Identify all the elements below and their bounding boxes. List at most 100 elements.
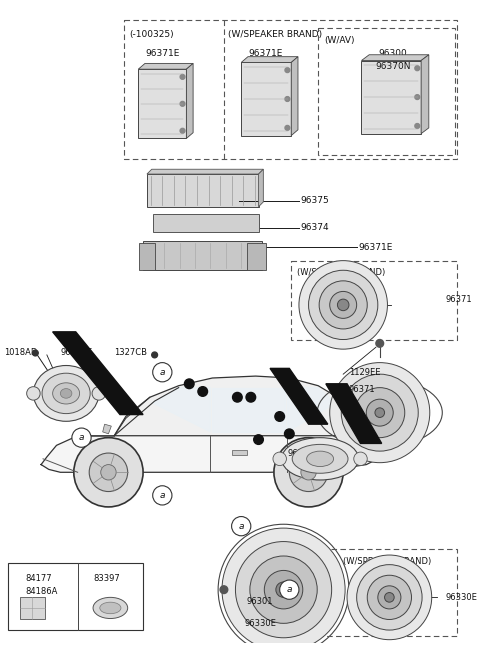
- Bar: [147, 174, 259, 207]
- Circle shape: [254, 435, 264, 444]
- Circle shape: [289, 453, 328, 491]
- Text: 96371E: 96371E: [359, 242, 393, 252]
- Circle shape: [415, 124, 420, 128]
- Circle shape: [222, 528, 345, 651]
- Polygon shape: [291, 57, 298, 136]
- Text: 96371: 96371: [445, 295, 472, 304]
- Text: 96330E: 96330E: [445, 593, 477, 602]
- Ellipse shape: [292, 444, 348, 474]
- Text: a: a: [159, 491, 165, 500]
- Polygon shape: [212, 388, 286, 432]
- Circle shape: [384, 593, 394, 602]
- Bar: [158, 217, 178, 229]
- Text: 96371: 96371: [349, 385, 375, 394]
- Circle shape: [273, 452, 287, 466]
- Text: (W/SPEAKER BRAND): (W/SPEAKER BRAND): [343, 557, 432, 566]
- Text: 96371E: 96371E: [248, 49, 282, 58]
- Circle shape: [101, 464, 116, 480]
- Circle shape: [280, 580, 299, 599]
- Ellipse shape: [282, 438, 359, 480]
- Polygon shape: [288, 388, 336, 432]
- Circle shape: [274, 438, 343, 507]
- Circle shape: [180, 102, 185, 106]
- Circle shape: [276, 582, 291, 597]
- Text: 96375: 96375: [301, 196, 330, 206]
- Text: 84186A: 84186A: [26, 587, 58, 596]
- Circle shape: [357, 565, 422, 630]
- Text: a: a: [239, 521, 244, 531]
- Polygon shape: [259, 169, 264, 207]
- Circle shape: [341, 374, 418, 451]
- Circle shape: [74, 438, 143, 507]
- Circle shape: [285, 126, 290, 130]
- Circle shape: [184, 379, 194, 388]
- Text: (W/SPEAKER BRAND): (W/SPEAKER BRAND): [228, 29, 322, 39]
- Ellipse shape: [53, 383, 80, 404]
- Text: 96300: 96300: [379, 49, 408, 58]
- Circle shape: [354, 452, 367, 466]
- Polygon shape: [186, 64, 193, 138]
- Bar: [8, 563, 143, 630]
- Circle shape: [330, 363, 430, 462]
- Circle shape: [250, 556, 317, 624]
- Circle shape: [180, 128, 185, 133]
- Circle shape: [376, 339, 384, 347]
- Polygon shape: [53, 332, 143, 415]
- Circle shape: [220, 586, 228, 593]
- Text: a: a: [79, 433, 84, 442]
- Circle shape: [355, 388, 405, 438]
- Circle shape: [330, 291, 357, 318]
- Ellipse shape: [42, 373, 90, 413]
- Polygon shape: [326, 384, 382, 443]
- Circle shape: [285, 429, 294, 439]
- Bar: [247, 243, 266, 271]
- Text: 83397: 83397: [93, 574, 120, 583]
- Bar: [251, 550, 456, 636]
- Circle shape: [285, 96, 290, 102]
- Circle shape: [347, 555, 432, 640]
- Polygon shape: [270, 368, 328, 424]
- Text: 1129EE: 1129EE: [349, 367, 381, 377]
- Text: a: a: [159, 367, 165, 377]
- Text: 1018AD: 1018AD: [4, 348, 38, 356]
- Text: a: a: [287, 585, 292, 594]
- Polygon shape: [153, 388, 210, 432]
- Circle shape: [415, 66, 420, 71]
- Circle shape: [89, 453, 128, 491]
- Circle shape: [232, 392, 242, 402]
- Bar: [124, 20, 456, 159]
- Circle shape: [27, 386, 40, 400]
- Ellipse shape: [307, 451, 334, 466]
- Text: 96350U: 96350U: [288, 449, 320, 458]
- Circle shape: [299, 261, 387, 349]
- Circle shape: [319, 281, 367, 329]
- Bar: [153, 214, 259, 232]
- Ellipse shape: [60, 388, 72, 398]
- Circle shape: [180, 75, 185, 79]
- Polygon shape: [41, 436, 385, 472]
- Circle shape: [309, 271, 378, 339]
- Polygon shape: [421, 55, 429, 134]
- Circle shape: [33, 350, 38, 356]
- Circle shape: [153, 486, 172, 505]
- Circle shape: [366, 399, 393, 426]
- Circle shape: [264, 571, 303, 609]
- Bar: [361, 60, 421, 134]
- Polygon shape: [138, 64, 193, 69]
- Bar: [291, 261, 456, 339]
- Text: 1327CB: 1327CB: [114, 348, 147, 356]
- Circle shape: [231, 517, 251, 536]
- Text: 96330E: 96330E: [244, 618, 276, 627]
- Polygon shape: [361, 55, 429, 60]
- Circle shape: [285, 67, 290, 73]
- Circle shape: [367, 575, 411, 620]
- Circle shape: [301, 464, 316, 480]
- Circle shape: [198, 386, 207, 396]
- Polygon shape: [103, 424, 111, 434]
- Circle shape: [415, 95, 420, 100]
- Circle shape: [337, 299, 349, 310]
- Text: 96374: 96374: [301, 223, 329, 233]
- Text: 96301: 96301: [247, 597, 274, 606]
- Circle shape: [375, 408, 384, 417]
- Circle shape: [72, 428, 91, 447]
